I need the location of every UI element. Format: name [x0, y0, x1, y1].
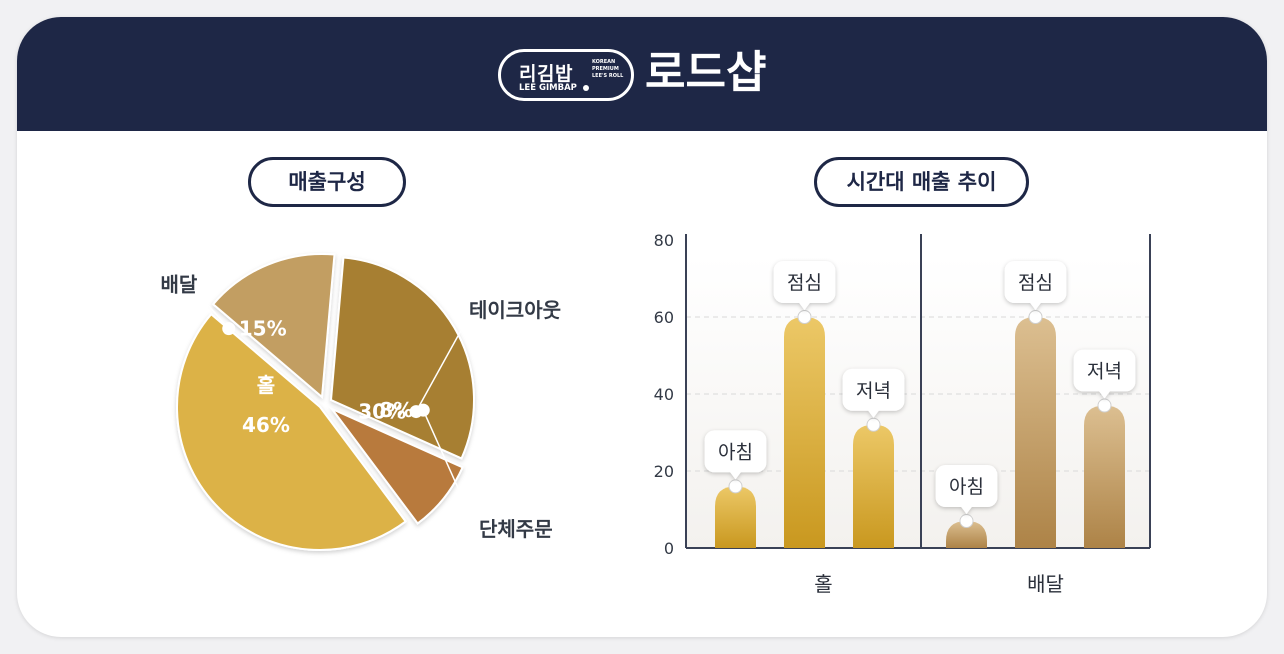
bar-callout — [1073, 349, 1136, 399]
pie-slice-name: 배달 — [160, 272, 197, 296]
bar — [853, 424, 894, 548]
callout-box — [842, 368, 905, 411]
bar-label: 저녁 — [856, 380, 891, 402]
logo-sub-label: LEE GIMBAP — [519, 83, 577, 93]
logo-tagline-line: LEE'S ROLL — [592, 73, 624, 79]
bar-label: 점심 — [787, 272, 822, 294]
callout-box — [1004, 261, 1067, 303]
bar-label: 아침 — [718, 441, 753, 463]
dashboard-card: 리김밥 LEE GIMBAP KOREAN PREMIUM LEE'S ROLL… — [17, 17, 1267, 637]
logo-dot-icon — [582, 84, 589, 91]
pie-slice-name: 단체주문 — [479, 517, 553, 541]
bar-marker-dot — [1097, 398, 1112, 413]
logo-tagline-line: KOREAN — [592, 59, 616, 65]
bar — [946, 521, 987, 548]
y-tick-label: 40 — [654, 385, 674, 404]
y-tick-label: 0 — [664, 539, 674, 558]
pie-leader-line — [422, 409, 476, 527]
pie-value-label: 15% — [239, 317, 287, 341]
pie-value-label: 8% — [379, 398, 413, 422]
bar-callout — [842, 368, 905, 418]
bar-label: 점심 — [1018, 272, 1053, 294]
callout-box — [1073, 349, 1136, 392]
bar — [1084, 405, 1125, 548]
pie-leader-line — [415, 322, 466, 412]
logo-main-text: 리김밥 — [519, 63, 573, 85]
bar — [715, 486, 756, 548]
y-tick-label: 80 — [654, 231, 674, 250]
logo-tagline-line: PREMIUM — [592, 66, 619, 72]
y-tick-label: 20 — [654, 462, 674, 481]
x-group-label: 홀 — [814, 572, 832, 596]
callout-box — [935, 465, 998, 508]
pie-slice — [328, 406, 464, 525]
bar-marker-dot — [728, 479, 743, 494]
callout-pointer — [867, 409, 880, 418]
callout-pointer — [1098, 390, 1111, 399]
pie-slice — [176, 312, 408, 551]
bar-callout — [773, 261, 836, 310]
pie-slice-name: 홀 — [257, 373, 275, 397]
callout-pointer — [798, 302, 811, 310]
bar-callout — [1004, 261, 1067, 310]
pie-value-label: 46% — [242, 413, 290, 437]
pie-marker-dot — [222, 322, 236, 336]
logo-sub-text: LEE GIMBAP — [519, 83, 589, 93]
bar-label: 아침 — [949, 476, 984, 498]
pie-chart-title: 매출구성 — [248, 157, 406, 207]
pie-leader-line — [200, 296, 230, 330]
callout-box — [704, 430, 767, 473]
callout-pointer — [960, 506, 973, 515]
brand-logo: 리김밥 LEE GIMBAP KOREAN PREMIUM LEE'S ROLL — [498, 49, 634, 101]
pie-slice — [211, 253, 336, 400]
bar-marker-dot — [866, 417, 881, 432]
logo-tagline: KOREAN PREMIUM LEE'S ROLL — [592, 59, 632, 80]
store-name: 로드샵 — [645, 47, 767, 98]
pie-slice-name: 테이크아웃 — [469, 298, 561, 322]
y-tick-label: 60 — [654, 308, 674, 327]
header-bar: 리김밥 LEE GIMBAP KOREAN PREMIUM LEE'S ROLL… — [17, 17, 1267, 131]
pie-value-label: 30% — [358, 400, 406, 424]
bar-marker-dot — [797, 310, 812, 324]
callout-pointer — [729, 471, 742, 480]
bar-marker-dot — [959, 514, 974, 529]
bar — [784, 317, 825, 548]
callout-box — [773, 261, 836, 303]
bar-chart-title: 시간대 매출 추이 — [814, 157, 1029, 207]
pie-marker-dot — [416, 403, 430, 417]
pie-chart: 30% 테이크아웃 8% 단체주문 홀 46% 15% 배달 — [160, 253, 561, 551]
bar-callout — [704, 430, 767, 480]
callout-pointer — [1029, 302, 1042, 310]
bar-marker-dot — [1028, 310, 1043, 324]
bar-callout — [935, 465, 998, 515]
bar — [1015, 317, 1056, 548]
x-group-label: 배달 — [1027, 572, 1064, 596]
pie-slice — [329, 256, 475, 460]
plot-background — [686, 255, 1150, 548]
bar-label: 저녁 — [1087, 361, 1122, 383]
